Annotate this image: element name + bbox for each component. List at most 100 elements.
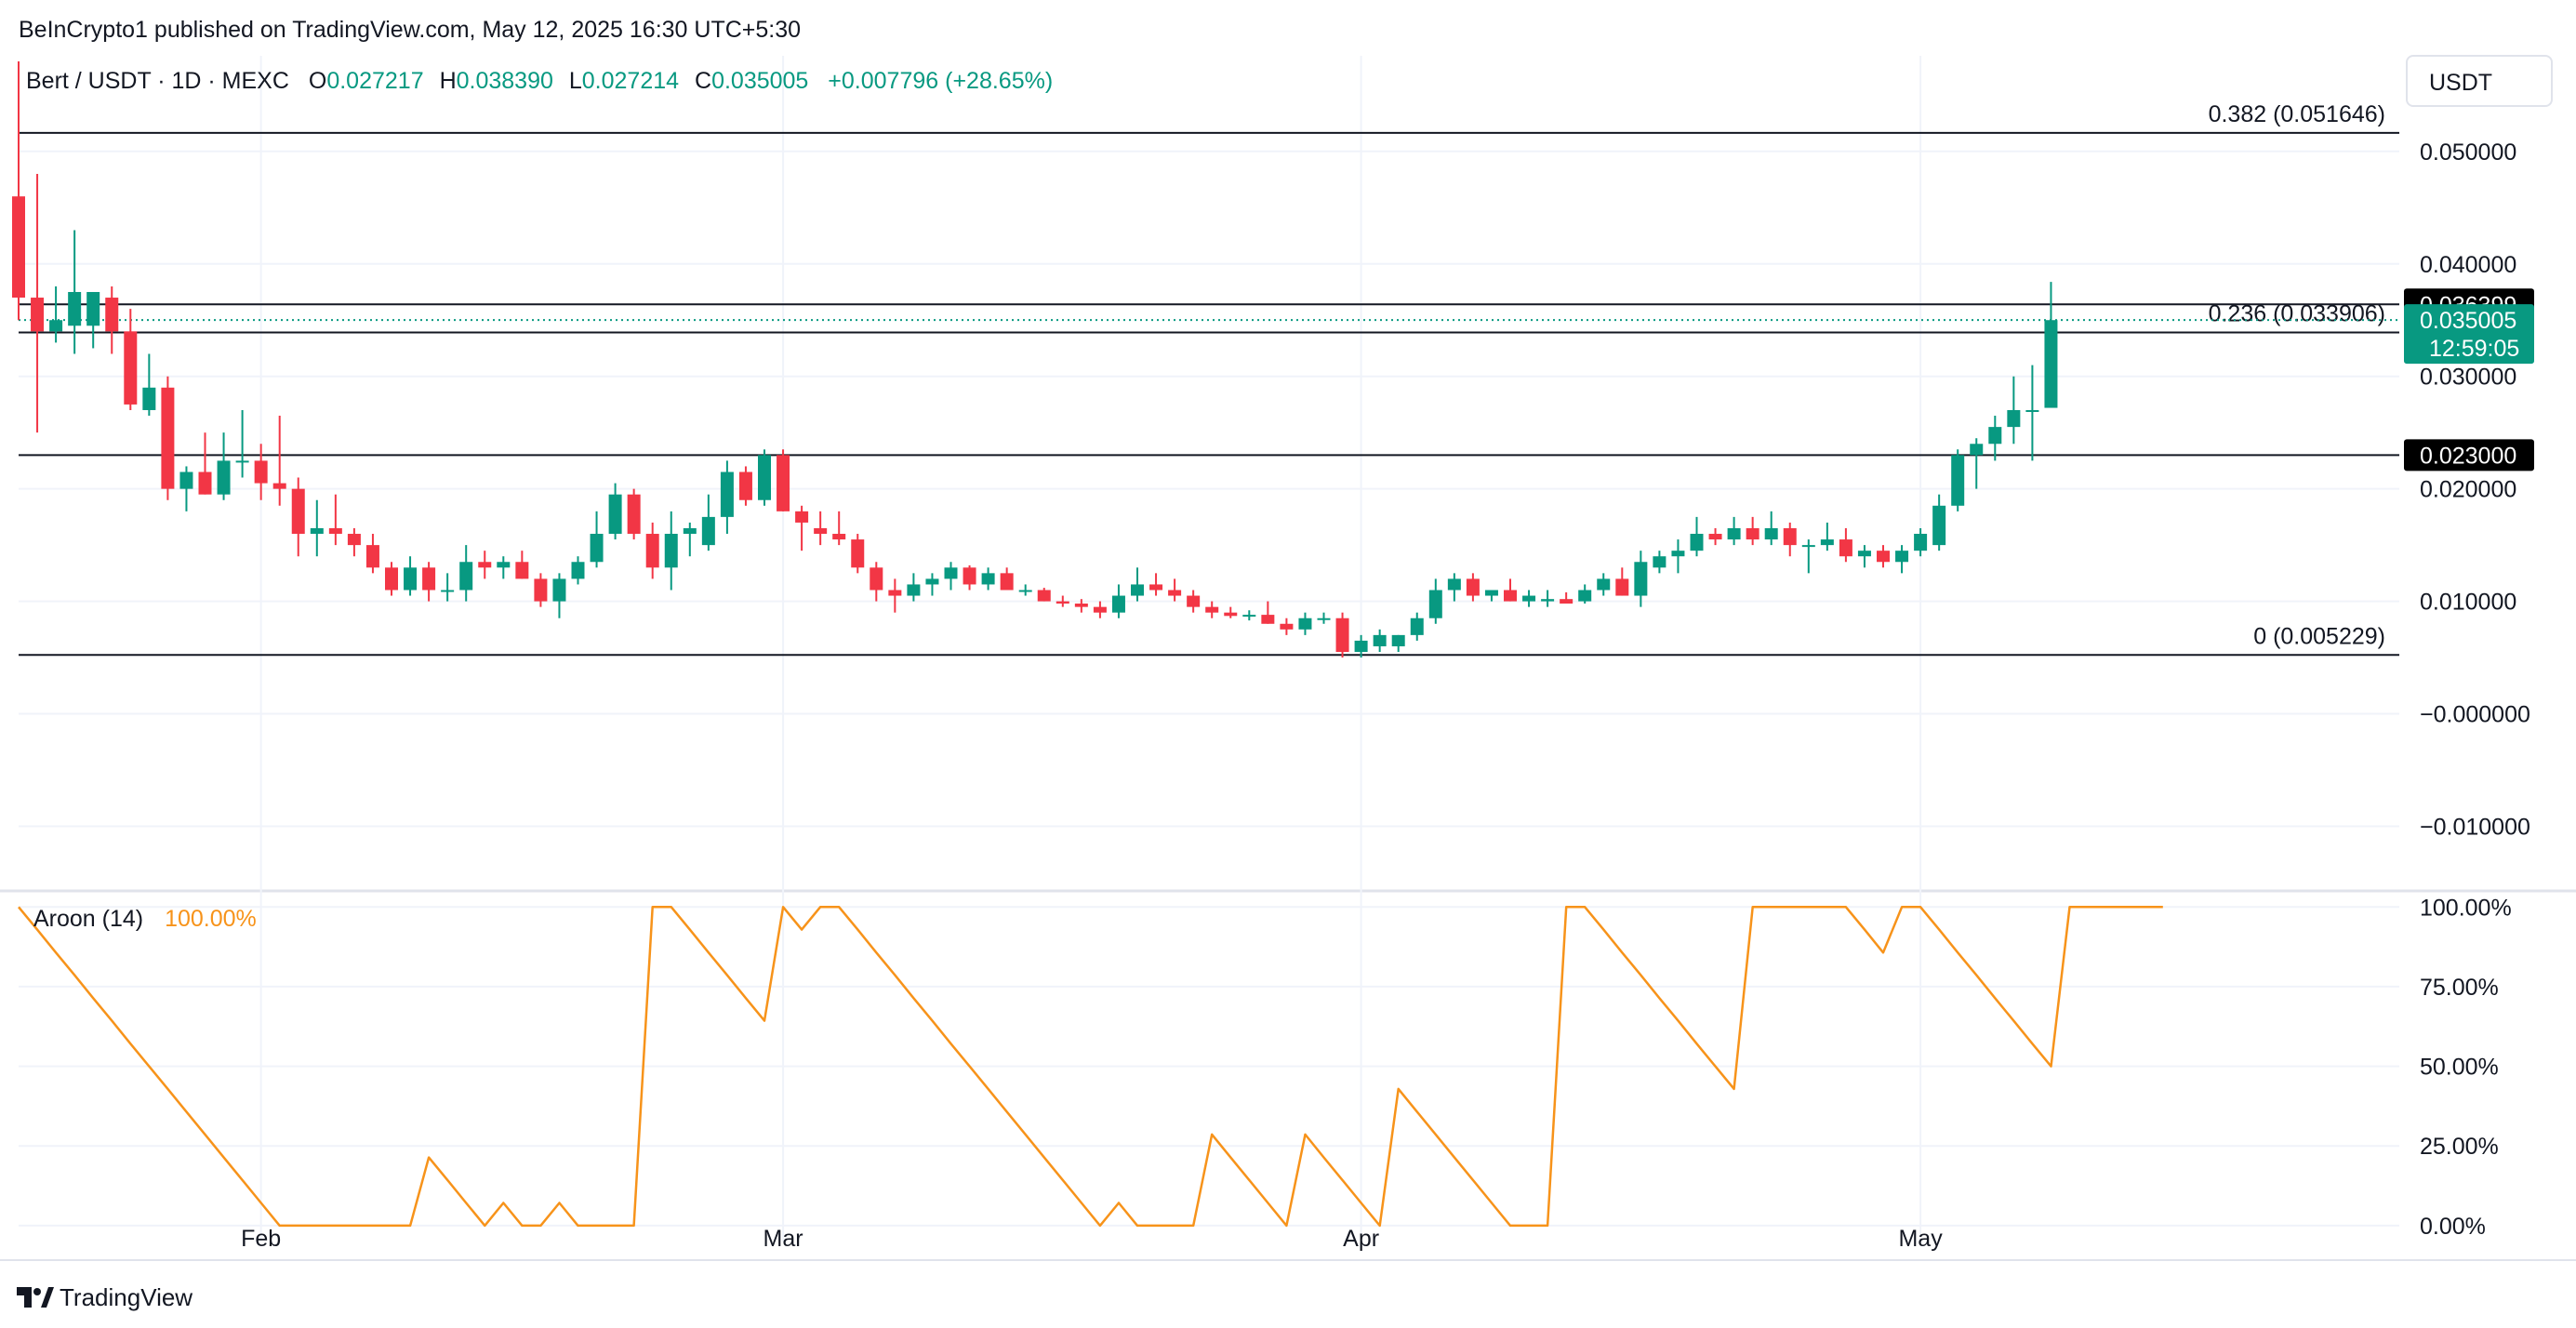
candle[interactable] [1522,590,1536,607]
candle[interactable] [235,409,249,478]
candle[interactable] [217,432,231,500]
candle[interactable] [608,483,622,540]
candle[interactable] [1037,588,1051,602]
candle[interactable] [1839,527,1852,563]
candle[interactable] [1187,590,1201,613]
candle[interactable] [1410,612,1424,641]
candle[interactable] [1932,494,1946,551]
candle[interactable] [1653,551,1666,574]
candle[interactable] [552,573,566,618]
candle[interactable] [1447,573,1461,602]
candle[interactable] [1205,601,1219,618]
candle[interactable] [851,534,865,574]
candle[interactable] [1149,573,1163,596]
candle[interactable] [1578,584,1592,604]
candle[interactable] [1242,610,1256,621]
candle[interactable] [142,353,156,417]
candle[interactable] [720,460,734,535]
candle[interactable] [310,499,324,557]
candle[interactable] [1801,539,1815,574]
candle[interactable] [1857,545,1871,568]
candle[interactable] [198,432,212,495]
candle[interactable] [422,562,436,602]
candle[interactable] [1354,634,1368,658]
candle[interactable] [1783,522,1797,557]
candle[interactable] [1168,578,1182,602]
candle[interactable] [179,466,193,511]
candle[interactable] [1988,416,2002,461]
candle[interactable] [1056,595,1069,607]
candle[interactable] [1224,606,1238,618]
candle[interactable] [272,416,286,506]
candle[interactable] [1560,591,1573,604]
candle[interactable] [1671,539,1685,574]
candle[interactable] [1746,516,1759,546]
candle[interactable] [1466,573,1480,602]
candle[interactable] [12,61,25,321]
candle[interactable] [664,511,678,591]
tradingview-logo[interactable]: TradingView [17,1283,193,1311]
price-axis[interactable]: 0.050000 0.040000 0.030000 0.020000 0.010000… [2404,139,2534,1240]
candle[interactable] [1597,573,1611,596]
candle[interactable] [777,449,790,511]
candle[interactable] [1317,612,1331,624]
candle[interactable] [161,376,175,500]
candle[interactable] [888,578,902,613]
candle[interactable] [683,522,697,557]
candle[interactable] [1280,618,1294,635]
candle[interactable] [1708,527,1722,546]
candle[interactable] [1261,601,1275,624]
candle[interactable] [1727,516,1741,546]
candle[interactable] [86,291,100,349]
candle[interactable] [291,477,305,557]
candle[interactable] [571,556,585,585]
currency-button-frame[interactable] [2406,55,2553,107]
candle[interactable] [124,309,138,410]
candle[interactable] [478,551,492,579]
candle[interactable] [590,511,604,568]
candle[interactable] [1298,612,1312,635]
candle[interactable] [1914,527,1928,557]
candle[interactable] [645,522,659,579]
candle[interactable] [2044,282,2058,408]
candle[interactable] [1391,634,1405,653]
candle[interactable] [925,573,939,596]
candle[interactable] [1877,545,1890,568]
candle[interactable] [738,466,752,506]
candle[interactable] [404,556,418,596]
time-axis[interactable]: Feb Mar Apr May [241,1226,1943,1252]
candle[interactable] [31,173,45,433]
candle[interactable] [515,551,529,579]
candle[interactable] [1428,578,1442,624]
candle[interactable] [1000,567,1014,591]
candle[interactable] [1335,612,1349,658]
currency-button-label[interactable]: USDT [2429,70,2492,96]
candle[interactable] [385,562,398,596]
candle[interactable] [441,573,455,602]
candle[interactable] [1131,567,1144,602]
candle[interactable] [832,511,846,546]
candle[interactable] [2007,376,2021,445]
candle[interactable] [944,562,958,591]
candle[interactable] [347,527,361,557]
candle[interactable] [1018,584,1032,596]
candle[interactable] [1504,578,1517,602]
candle[interactable] [328,494,342,546]
candle[interactable] [105,286,119,354]
candle[interactable] [963,564,976,591]
candle[interactable] [1541,590,1555,607]
candle[interactable] [1970,438,1984,489]
candle[interactable] [1111,584,1125,618]
currency-button[interactable]: USDT [2406,55,2553,107]
candle[interactable] [1895,545,1909,574]
candle[interactable] [1074,599,1088,613]
candlestick-series[interactable] [12,61,2058,658]
candle[interactable] [2025,365,2039,461]
candle[interactable] [907,573,921,602]
candle[interactable] [1373,629,1387,653]
candle[interactable] [534,573,548,607]
candle[interactable] [795,505,809,551]
candle[interactable] [1820,522,1834,551]
candle[interactable] [1634,551,1648,607]
